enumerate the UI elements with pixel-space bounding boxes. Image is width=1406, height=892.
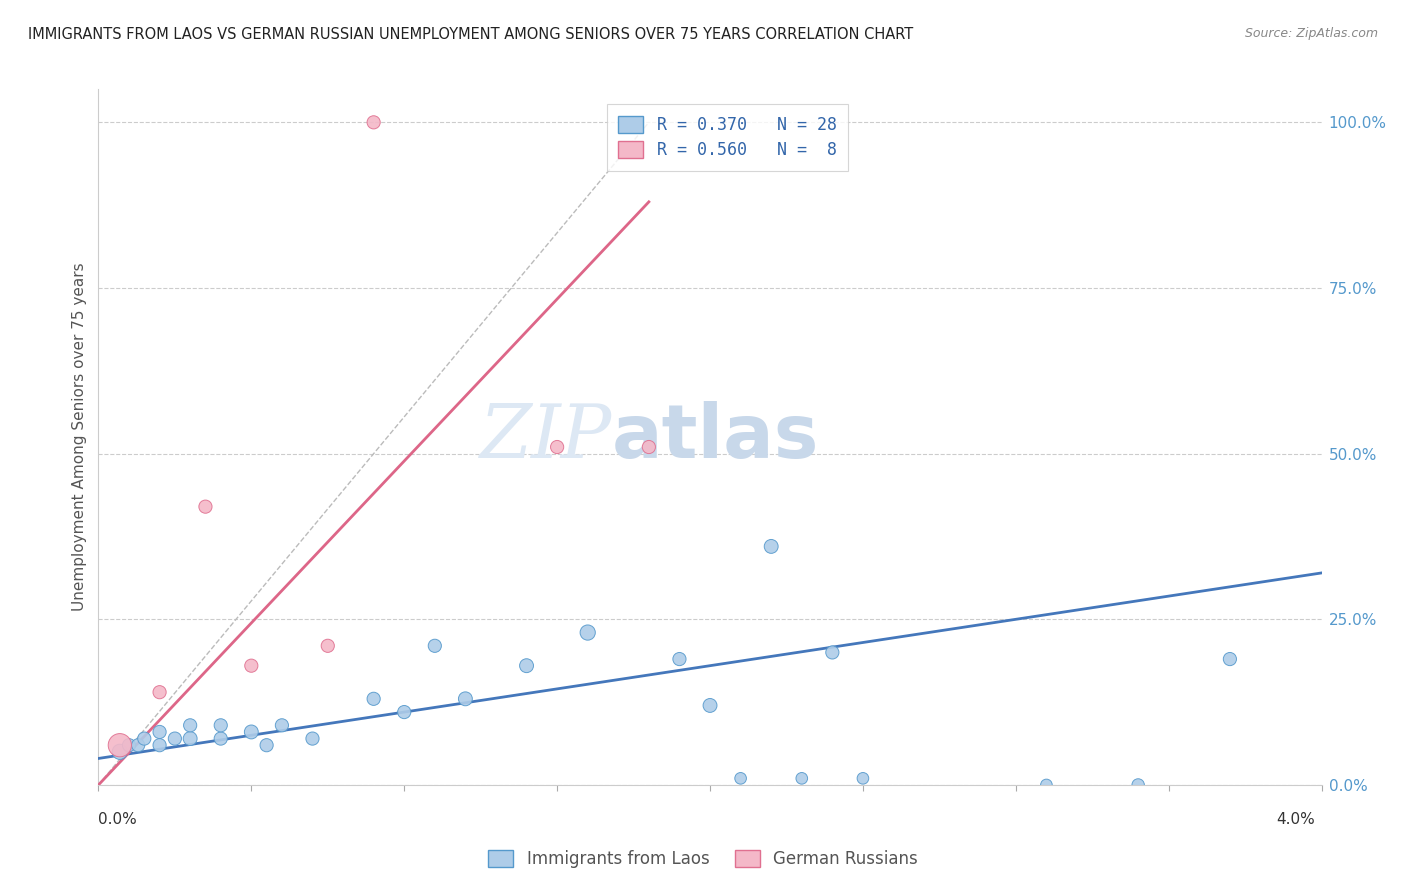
Point bbox=[179, 731, 201, 746]
Point bbox=[240, 725, 263, 739]
Point bbox=[163, 731, 186, 746]
Point bbox=[149, 738, 172, 752]
Point bbox=[301, 731, 323, 746]
Text: 4.0%: 4.0% bbox=[1275, 812, 1315, 827]
Point bbox=[363, 115, 385, 129]
Point bbox=[316, 639, 339, 653]
Point bbox=[270, 718, 294, 732]
Point bbox=[194, 500, 217, 514]
Point bbox=[1219, 652, 1241, 666]
Point bbox=[576, 625, 599, 640]
Point bbox=[127, 738, 149, 752]
Y-axis label: Unemployment Among Seniors over 75 years: Unemployment Among Seniors over 75 years bbox=[72, 263, 87, 611]
Point bbox=[108, 745, 131, 759]
Point bbox=[821, 645, 844, 659]
Legend: R = 0.370   N = 28, R = 0.560   N =  8: R = 0.370 N = 28, R = 0.560 N = 8 bbox=[607, 104, 848, 171]
Point bbox=[240, 658, 263, 673]
Point bbox=[516, 658, 538, 673]
Point bbox=[637, 440, 661, 454]
Point bbox=[852, 772, 875, 786]
Point bbox=[730, 772, 752, 786]
Point bbox=[134, 731, 156, 746]
Legend: Immigrants from Laos, German Russians: Immigrants from Laos, German Russians bbox=[482, 843, 924, 875]
Text: 0.0%: 0.0% bbox=[98, 812, 138, 827]
Point bbox=[392, 705, 416, 719]
Point bbox=[108, 738, 131, 752]
Point bbox=[149, 725, 172, 739]
Point bbox=[423, 639, 446, 653]
Point bbox=[149, 685, 172, 699]
Point bbox=[668, 652, 690, 666]
Point bbox=[1035, 778, 1057, 792]
Point bbox=[759, 540, 782, 554]
Point bbox=[209, 731, 232, 746]
Point bbox=[363, 691, 385, 706]
Point bbox=[256, 738, 278, 752]
Text: ZIP: ZIP bbox=[479, 401, 612, 474]
Point bbox=[699, 698, 721, 713]
Point bbox=[454, 691, 477, 706]
Text: Source: ZipAtlas.com: Source: ZipAtlas.com bbox=[1244, 27, 1378, 40]
Point bbox=[546, 440, 568, 454]
Point bbox=[209, 718, 232, 732]
Text: IMMIGRANTS FROM LAOS VS GERMAN RUSSIAN UNEMPLOYMENT AMONG SENIORS OVER 75 YEARS : IMMIGRANTS FROM LAOS VS GERMAN RUSSIAN U… bbox=[28, 27, 914, 42]
Point bbox=[790, 772, 813, 786]
Point bbox=[179, 718, 201, 732]
Point bbox=[118, 738, 141, 752]
Text: atlas: atlas bbox=[612, 401, 820, 474]
Point bbox=[1128, 778, 1150, 792]
